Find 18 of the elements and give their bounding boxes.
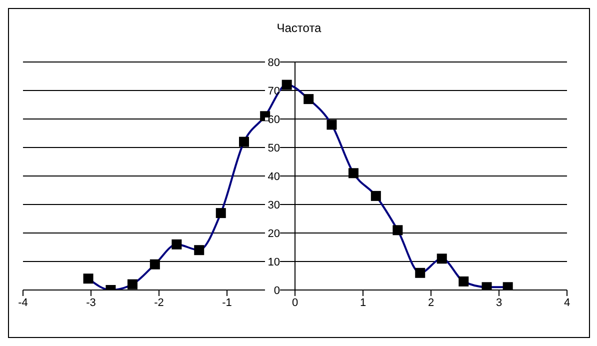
chart-title: Частота [276,21,322,35]
x-tick-label: -1 [222,296,232,309]
x-tick-label: -4 [18,296,28,309]
x-tick-label: 4 [564,296,570,309]
x-tick-label: 1 [360,296,366,309]
y-tick-label: 20 [268,228,280,240]
x-tick-label: 0 [292,296,298,309]
y-tick-label: 50 [268,142,280,154]
y-tick-label: 40 [268,171,280,183]
y-tick-label: 70 [268,86,280,98]
x-tick-label: 3 [496,296,502,309]
y-tick-label: 0 [274,285,280,297]
y-tick-label: 30 [268,200,280,212]
x-tick-label: -3 [86,296,96,309]
x-tick-label: 2 [428,296,434,309]
y-tick-label: 10 [268,256,280,268]
y-tick-label: 80 [268,57,280,69]
x-tick-label: -2 [154,296,164,309]
